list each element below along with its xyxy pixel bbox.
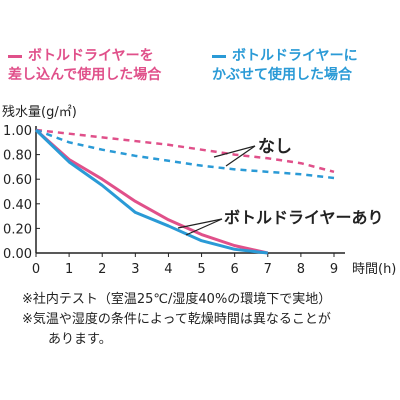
y-tick-label: 0.80 xyxy=(3,149,32,164)
annotation-dryer: ボトルドライヤーあり xyxy=(224,208,384,227)
x-tick-label: 3 xyxy=(131,262,139,277)
series-line-none-0 xyxy=(35,128,335,174)
legend-label-line2: 差し込んで使用した場合 xyxy=(8,67,162,83)
callout-leader-none-pink xyxy=(213,145,256,158)
x-tick-label: 7 xyxy=(264,262,272,277)
x-tick-label: 5 xyxy=(197,262,205,277)
footnote-2-continued: あります。 xyxy=(48,332,112,347)
annotation-none: なし xyxy=(258,137,292,157)
footnote-2: ※気温や湿度の条件によって乾燥時間は異なることが xyxy=(22,312,331,327)
y-axis-label: 残水量(g/㎡) xyxy=(2,105,77,120)
callout-leader-dryer-blue xyxy=(185,218,223,236)
x-tick-label: 8 xyxy=(297,262,305,277)
x-tick-label: 4 xyxy=(164,262,172,277)
series-group xyxy=(34,128,335,255)
y-tick-label: 0.60 xyxy=(3,173,32,188)
x-tick-label: 2 xyxy=(98,262,106,277)
callout-leader-none-blue xyxy=(225,145,256,167)
x-tick-label: 9 xyxy=(330,262,338,277)
x-tick-label: 6 xyxy=(231,262,239,277)
legend-swatch-blue xyxy=(212,54,226,58)
legend-label-line1: ボトルドライヤーに xyxy=(232,48,358,64)
footnote-1: ※社内テスト（室温25℃/湿度40%の環境下で実地） xyxy=(22,292,332,307)
legend-item-insert: ボトルドライヤーを 差し込んで使用した場合 xyxy=(8,47,161,85)
y-tick-label: 0.00 xyxy=(3,247,32,262)
series-line-dryer-3 xyxy=(34,128,268,255)
legend-label-line2: かぶせて使用した場合 xyxy=(212,67,352,83)
axes: 0.00 0.20 0.40 0.60 0.80 1.00 0 1 2 3 4 5 6 7 8 9 xyxy=(3,124,345,277)
callouts: なし ボトルドライヤーあり xyxy=(177,137,384,236)
series-line-dryer-2 xyxy=(35,128,269,255)
legend-swatch-pink xyxy=(8,54,22,58)
x-tick-label: 1 xyxy=(65,262,73,277)
legend-item-cover: ボトルドライヤーに かぶせて使用した場合 xyxy=(212,47,358,85)
x-axis-label: 時間(h) xyxy=(352,262,396,277)
y-tick-label: 0.40 xyxy=(3,198,32,213)
callout-leader-dryer-pink xyxy=(177,218,223,229)
x-tick-label: 0 xyxy=(32,262,40,277)
legend-label-line1: ボトルドライヤーを xyxy=(28,48,154,64)
footnotes: ※社内テスト（室温25℃/湿度40%の環境下で実地） ※気温や湿度の条件によって… xyxy=(22,290,392,350)
y-tick-label: 1.00 xyxy=(3,124,32,139)
y-tick-label: 0.20 xyxy=(3,222,32,237)
